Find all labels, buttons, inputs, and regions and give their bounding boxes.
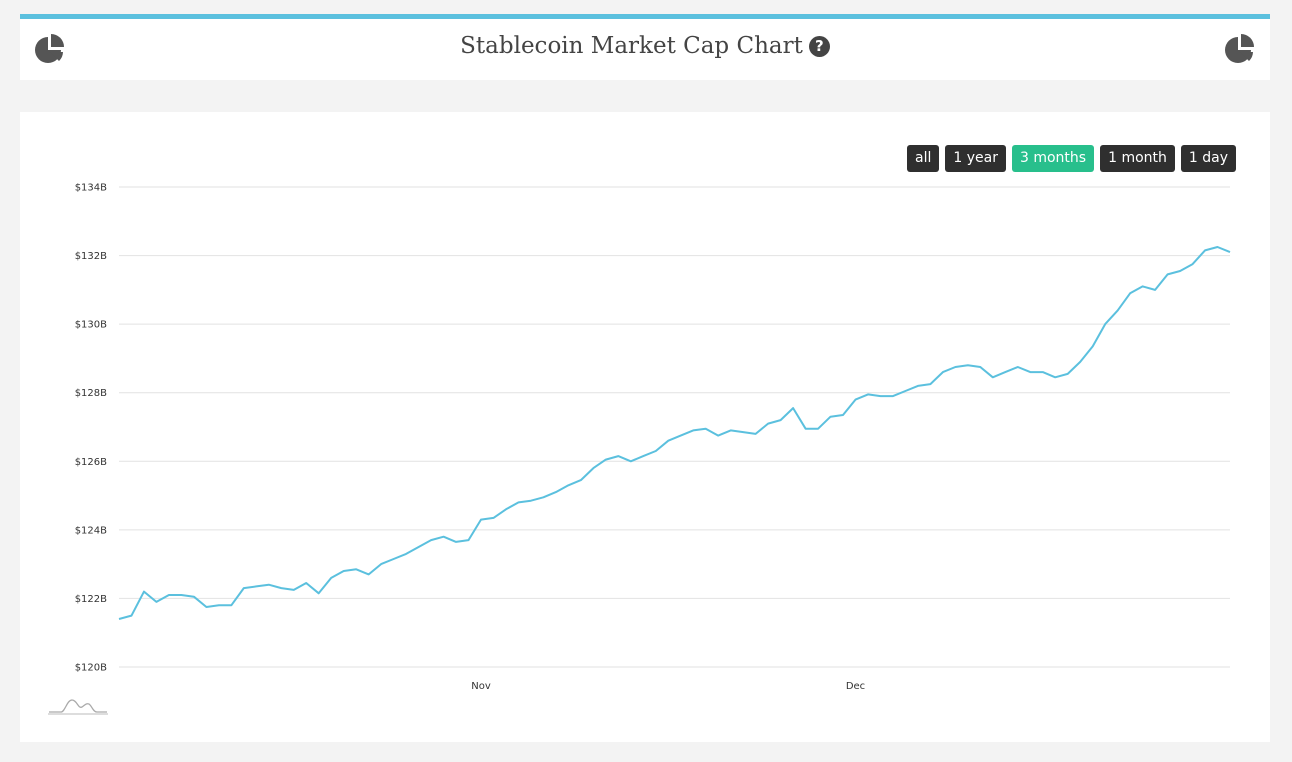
range-button-1-year[interactable]: 1 year <box>945 145 1006 172</box>
y-tick-label: $132B <box>75 251 107 262</box>
x-tick-label: Nov <box>471 681 491 692</box>
page-title: Stablecoin Market Cap Chart? <box>20 33 1270 59</box>
time-range-selector: all 1 year 3 months 1 month 1 day <box>907 145 1236 172</box>
y-tick-label: $134B <box>75 183 107 194</box>
range-button-3-months[interactable]: 3 months <box>1012 145 1095 172</box>
navigator-mini-chart-icon[interactable] <box>47 694 109 716</box>
pie-chart-icon[interactable] <box>1223 33 1257 67</box>
range-button-1-day[interactable]: 1 day <box>1180 145 1236 172</box>
y-tick-label: $122B <box>75 594 107 605</box>
y-tick-label: $128B <box>75 388 107 399</box>
x-tick-label: Dec <box>846 681 865 692</box>
help-icon[interactable]: ? <box>808 36 830 57</box>
range-button-all[interactable]: all <box>907 145 940 172</box>
market-cap-line-chart: $120B $122B $124B $126B $128B $130B $132B $134B… <box>75 183 1231 692</box>
y-tick-label: $124B <box>75 525 107 536</box>
chart-header: Stablecoin Market Cap Chart? <box>20 14 1270 80</box>
y-tick-label: $126B <box>75 457 107 468</box>
y-tick-label: $120B <box>75 663 107 674</box>
page-title-text: Stablecoin Market Cap Chart <box>460 33 803 59</box>
pie-chart-icon[interactable] <box>33 33 67 67</box>
series-line[interactable] <box>118 246 1231 620</box>
range-button-1-month[interactable]: 1 month <box>1100 145 1175 172</box>
chart-card: all 1 year 3 months 1 month 1 day $120B $… <box>20 112 1270 742</box>
y-tick-label: $130B <box>75 320 107 331</box>
